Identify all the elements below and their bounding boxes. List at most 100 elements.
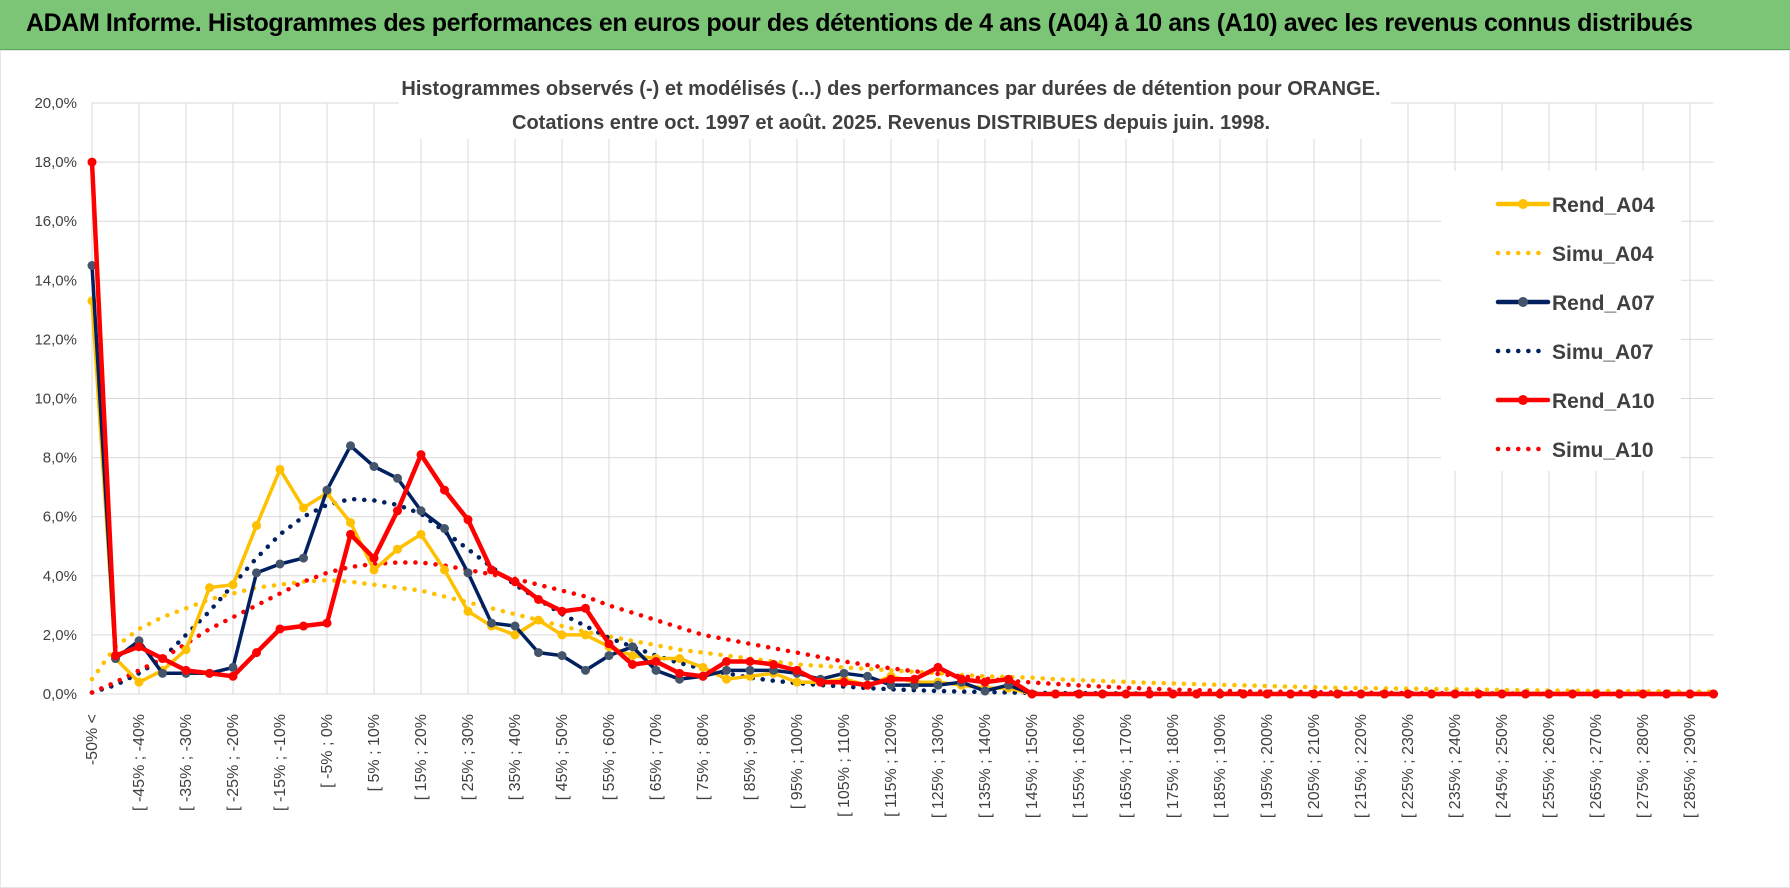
legend-label: Rend_A04 — [1552, 194, 1655, 217]
data-point — [816, 677, 825, 687]
data-point — [1615, 689, 1624, 699]
x-tick-label: [ 215% ; 220% — [1353, 714, 1370, 818]
data-point — [1474, 689, 1483, 699]
data-point — [1168, 689, 1178, 699]
data-point — [581, 665, 590, 675]
x-tick-label: [ 125% ; 130% — [930, 714, 947, 818]
data-point — [158, 654, 167, 664]
legend-label: Simu_A10 — [1552, 439, 1654, 462]
data-point — [1685, 689, 1695, 699]
x-tick-label: [ -35% ; -30% — [178, 714, 195, 811]
data-point — [369, 553, 379, 563]
x-tick-label: [ 135% ; 140% — [977, 714, 994, 818]
y-tick-label: 20,0% — [34, 95, 77, 112]
x-tick-label: [ 245% ; 250% — [1494, 714, 1511, 818]
legend-label: Simu_A04 — [1552, 243, 1654, 266]
x-tick-label: [ 115% ; 120% — [883, 714, 900, 817]
data-point — [557, 606, 567, 616]
data-point — [1074, 689, 1084, 699]
data-point — [416, 506, 426, 516]
data-point — [839, 668, 849, 678]
data-point — [722, 665, 731, 675]
data-point — [416, 450, 426, 460]
data-point — [1286, 689, 1295, 699]
data-point — [322, 485, 332, 495]
x-tick-label: -50% < — [84, 714, 101, 765]
data-point — [205, 668, 214, 678]
data-point — [252, 521, 261, 531]
legend-background — [1441, 171, 1681, 471]
data-point — [1004, 674, 1013, 684]
series-line-rend-a10 — [89, 159, 1716, 697]
x-tick-label: [ -45% ; -40% — [131, 714, 148, 811]
data-point — [275, 559, 285, 569]
y-tick-label: 0,0% — [43, 686, 77, 703]
data-point — [886, 674, 896, 684]
x-tick-label: [ 205% ; 210% — [1306, 714, 1323, 818]
legend-marker — [1518, 199, 1528, 209]
data-point — [87, 157, 97, 167]
data-point — [440, 524, 449, 534]
x-tick-label: [ 25% ; 30% — [460, 714, 477, 800]
data-point — [557, 651, 567, 661]
data-point — [369, 565, 379, 575]
x-tick-label: [ 235% ; 240% — [1447, 714, 1464, 818]
data-point — [933, 680, 943, 690]
data-point — [1027, 689, 1037, 699]
data-point — [87, 261, 97, 271]
y-tick-label: 4,0% — [43, 568, 77, 585]
data-point — [1262, 689, 1272, 699]
title-background — [399, 69, 1391, 139]
data-point — [1403, 689, 1413, 699]
data-point — [722, 656, 731, 666]
data-point — [1544, 689, 1554, 699]
data-point — [1709, 689, 1718, 699]
legend-label: Simu_A07 — [1552, 341, 1654, 364]
data-point — [557, 630, 567, 640]
data-point — [1380, 689, 1389, 699]
data-point — [863, 680, 872, 690]
x-tick-label: [ -15% ; -10% — [272, 714, 289, 811]
y-tick-label: 14,0% — [34, 272, 77, 289]
legend-label: Rend_A10 — [1552, 390, 1655, 413]
page-title: ADAM Informe. Histogrammes des performan… — [26, 9, 1693, 37]
x-tick-label: [ 155% ; 160% — [1071, 714, 1088, 818]
data-point — [675, 654, 684, 664]
data-point — [1427, 689, 1436, 699]
data-point — [769, 659, 778, 669]
data-point — [440, 485, 449, 495]
data-point — [628, 659, 637, 669]
data-point — [1145, 689, 1154, 699]
data-point — [910, 674, 919, 684]
data-point — [745, 656, 755, 666]
x-tick-label: [ 45% ; 50% — [554, 714, 571, 800]
data-point — [322, 618, 332, 628]
data-point — [510, 621, 520, 631]
data-point — [980, 677, 990, 687]
data-point — [628, 651, 637, 661]
data-point — [698, 662, 708, 672]
x-tick-label: [ 5% ; 10% — [366, 714, 383, 791]
data-point — [134, 642, 144, 652]
data-point — [181, 645, 191, 655]
data-point — [510, 577, 520, 587]
data-point — [487, 565, 496, 575]
x-tick-label: [ 15% ; 20% — [413, 714, 430, 800]
data-point — [346, 529, 355, 539]
x-tick-label: [ 75% ; 80% — [695, 714, 712, 800]
data-point — [604, 639, 614, 649]
data-point — [228, 580, 238, 590]
x-tick-label: [ 275% ; 280% — [1635, 714, 1652, 818]
data-point — [275, 464, 285, 474]
x-tick-label: [ 195% ; 200% — [1259, 714, 1276, 818]
data-point — [581, 630, 590, 640]
data-point — [980, 686, 990, 696]
x-tick-label: [ 175% ; 180% — [1165, 714, 1182, 818]
data-point — [228, 662, 238, 672]
data-point — [1051, 689, 1060, 699]
data-point — [1591, 689, 1601, 699]
data-point — [440, 565, 449, 575]
data-point — [863, 671, 872, 681]
chart-title-line-2: Cotations entre oct. 1997 et août. 2025.… — [512, 112, 1270, 134]
x-tick-label: [ 265% ; 270% — [1588, 714, 1605, 818]
